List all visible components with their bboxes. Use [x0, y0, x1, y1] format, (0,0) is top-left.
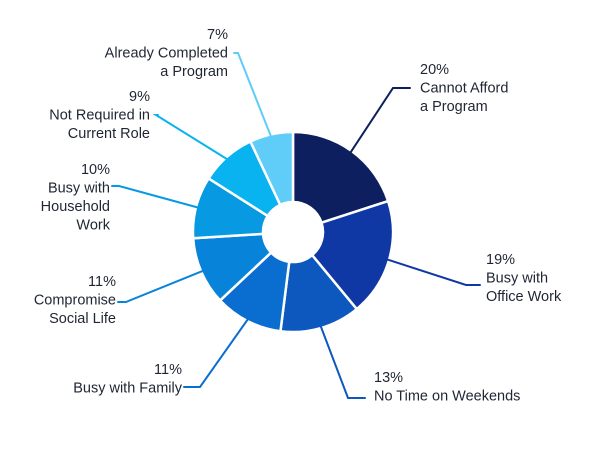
label-household-work: 10% Busy with Household Work	[41, 162, 111, 234]
label-not-required: 9% Not Required in Current Role	[49, 89, 150, 142]
label-no-time-weekends: 13% No Time on Weekends	[374, 370, 520, 405]
slice-labels: 20% Cannot Afford a Program 19% Busy with Off…	[34, 27, 562, 405]
label-text-not-required: Current Role	[68, 126, 150, 142]
label-text-office-work: Busy with	[486, 271, 548, 287]
label-value-cannot-afford: 20%	[420, 62, 449, 78]
label-value-busy-family: 11%	[154, 362, 182, 378]
label-text-already-completed: Already Completed	[105, 46, 228, 62]
slice-cannot-afford	[291, 130, 390, 225]
leader-line-household-work	[111, 185, 203, 210]
label-text-household-work: Work	[76, 218, 110, 234]
label-text-no-time-weekends: No Time on Weekends	[374, 389, 520, 405]
label-text-office-work: Office Work	[486, 289, 562, 305]
label-already-completed: 7% Already Completed a Program	[105, 27, 228, 80]
label-value-no-time-weekends: 13%	[374, 370, 403, 386]
leader-line-office-work	[382, 257, 481, 286]
leader-line-not-required	[152, 114, 232, 163]
label-value-social-life: 11%	[88, 274, 116, 290]
slice-already-completed	[248, 130, 295, 207]
label-value-not-required: 9%	[129, 89, 150, 105]
label-text-household-work: Busy with	[48, 181, 110, 197]
label-value-office-work: 19%	[486, 252, 515, 268]
label-text-social-life: Social Life	[49, 311, 116, 327]
label-text-already-completed: a Program	[160, 64, 228, 80]
label-value-household-work: 10%	[81, 162, 110, 178]
leader-line-social-life	[117, 268, 208, 303]
leader-line-no-time-weekends	[318, 321, 366, 399]
label-office-work: 19% Busy with Office Work	[486, 252, 562, 305]
label-text-cannot-afford: Cannot Afford	[420, 81, 508, 97]
label-busy-family: 11% Busy with Family	[73, 362, 183, 397]
label-cannot-afford: 20% Cannot Afford a Program	[420, 62, 508, 115]
label-value-already-completed: 7%	[207, 27, 228, 43]
leader-line-busy-family	[183, 314, 252, 388]
label-text-busy-family: Busy with Family	[73, 381, 183, 397]
slice-office-work	[310, 199, 395, 311]
leader-line-cannot-afford	[347, 87, 411, 157]
label-text-cannot-afford: a Program	[420, 99, 488, 115]
leader-lines	[111, 52, 481, 399]
label-text-household-work: Household	[41, 199, 110, 215]
label-text-not-required: Not Required in	[49, 108, 150, 124]
donut-slices	[191, 130, 395, 334]
label-social-life: 11% Compromise Social Life	[34, 274, 116, 327]
leader-line-already-completed	[233, 52, 274, 142]
label-text-social-life: Compromise	[34, 293, 116, 309]
